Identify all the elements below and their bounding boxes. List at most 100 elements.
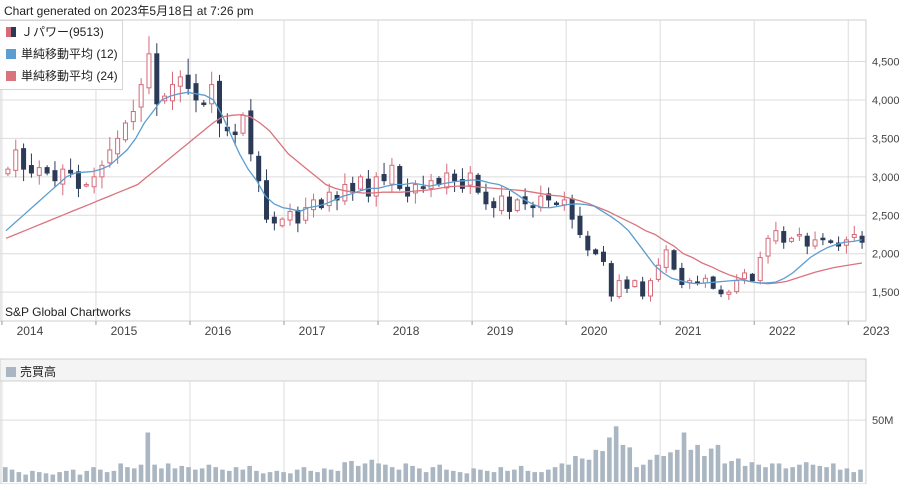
candle-body	[240, 114, 246, 134]
legend-item-sma12[interactable]: 単純移動平均 (12)	[0, 43, 122, 65]
volume-bar	[573, 456, 578, 482]
price-tick-label: 1,500	[872, 287, 900, 299]
volume-bar	[464, 473, 470, 482]
candle-body	[546, 193, 552, 201]
volume-bar	[226, 470, 232, 482]
volume-bar	[288, 473, 293, 482]
volume-bar	[220, 469, 225, 482]
volume-bar	[389, 467, 395, 482]
volume-bar	[3, 467, 8, 482]
candle-body	[616, 280, 622, 298]
volume-bar	[769, 463, 775, 482]
candle-body	[796, 234, 802, 237]
candle-body	[28, 165, 34, 174]
volume-bar	[23, 474, 28, 482]
candle-body	[209, 84, 215, 105]
volume-bar	[118, 463, 123, 482]
candle-body	[326, 191, 332, 207]
volume-bar	[186, 467, 191, 482]
candle-body	[483, 191, 489, 205]
volume-bar	[138, 464, 144, 482]
volume-bar	[457, 472, 463, 482]
candle-body	[342, 184, 348, 202]
candle-body	[201, 102, 207, 106]
price-tick-label: 2,500	[872, 210, 900, 222]
price-tick-label: 4,500	[872, 57, 900, 69]
candle-body	[318, 199, 324, 209]
volume-bar	[634, 467, 639, 482]
volume-bar	[620, 444, 626, 482]
volume-plot-area	[0, 380, 867, 484]
year-tick-label: 2016	[205, 324, 232, 338]
candle-body	[718, 289, 724, 295]
candle-body	[154, 53, 160, 105]
volume-bar	[247, 465, 252, 482]
year-tick-label: 2019	[487, 324, 514, 338]
volume-bar	[681, 432, 687, 482]
volume-bar	[844, 468, 850, 482]
candle-body	[859, 235, 865, 243]
volume-swatch-icon	[6, 367, 16, 377]
candle-body	[663, 249, 669, 268]
volume-bar	[647, 459, 653, 482]
volume-bar	[111, 470, 117, 482]
candle-body	[412, 184, 418, 194]
candle-body	[632, 280, 638, 288]
volume-bar	[566, 464, 571, 482]
year-tick-label: 2023	[863, 324, 890, 338]
candle-body	[773, 230, 779, 242]
year-tick-label: 2022	[769, 324, 796, 338]
candle-body	[640, 281, 646, 297]
candle-body	[624, 279, 630, 289]
candle-body	[232, 131, 238, 136]
candle-body	[13, 149, 19, 171]
volume-bar	[410, 465, 415, 482]
candle-body	[499, 195, 505, 212]
candle-body	[44, 167, 50, 174]
candle-body	[107, 149, 113, 164]
volume-bar	[579, 458, 585, 482]
volume-bar	[858, 469, 863, 482]
candle-body	[373, 176, 379, 197]
candle-body	[514, 199, 520, 211]
volume-bar	[383, 464, 388, 482]
year-tick-label: 2015	[111, 324, 138, 338]
volume-bar	[315, 472, 320, 482]
candle-body	[169, 84, 175, 102]
volume-bar	[423, 472, 429, 482]
legend-item-sma24[interactable]: 単純移動平均 (24)	[0, 65, 122, 87]
price-tick-label: 3,500	[872, 133, 900, 145]
volume-bar	[206, 464, 212, 482]
candle-body	[68, 169, 74, 174]
volume-bar	[803, 462, 809, 482]
volume-bar	[43, 473, 49, 482]
volume-bar	[376, 463, 381, 482]
legend-item-stock[interactable]: Ｊパワー(9513)	[0, 21, 122, 43]
volume-bar	[708, 448, 714, 482]
candle-body	[749, 273, 755, 282]
volume-bar	[9, 469, 15, 482]
volume-bar	[240, 469, 246, 482]
price-plot-area	[0, 19, 867, 322]
candle-body	[256, 155, 262, 182]
volume-bar	[362, 463, 368, 482]
volume-bar	[722, 463, 728, 482]
candle-body	[428, 180, 434, 189]
year-tick-label: 2017	[299, 324, 326, 338]
candle-body	[193, 83, 199, 101]
candle-body	[60, 168, 66, 185]
volume-bar	[322, 468, 327, 482]
volume-bar	[165, 463, 171, 482]
volume-bar	[430, 467, 436, 482]
candle-body	[648, 280, 653, 297]
volume-bar	[84, 470, 90, 482]
volume-bar	[369, 459, 375, 482]
volume-bar	[783, 468, 789, 482]
volume-bar	[607, 437, 612, 482]
candle-body	[452, 173, 458, 182]
legend-label-sma12: 単純移動平均 (12)	[21, 47, 118, 61]
legend-label-sma24: 単純移動平均 (24)	[21, 69, 118, 83]
volume-bar	[125, 467, 130, 482]
volume-bar	[131, 468, 137, 482]
price-panel: 1,500 2,000 2,500 3,000 3,500 4,000 4,500 2014 2…	[0, 19, 900, 338]
